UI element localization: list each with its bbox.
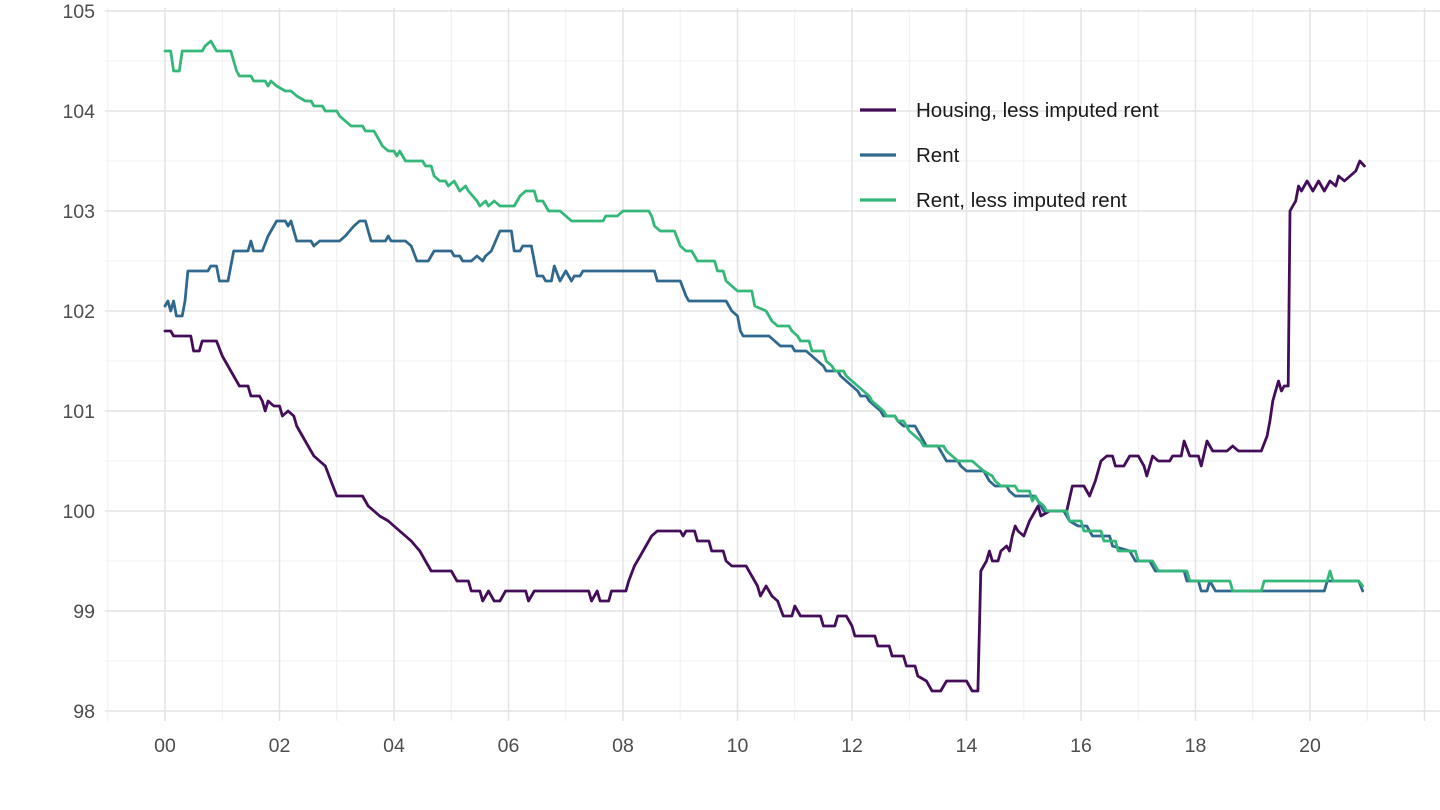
y-tick-label: 98 bbox=[73, 701, 95, 723]
major-gridlines bbox=[105, 8, 1440, 721]
series-line-rent-less-imputed-rent bbox=[163, 39, 1365, 593]
x-axis-tick-labels: 00 02 04 06 08 10 12 14 16 18 20 bbox=[154, 735, 1321, 757]
legend-item: Housing, less imputed rent bbox=[860, 99, 1159, 122]
x-tick-label: 08 bbox=[612, 735, 634, 757]
y-tick-label: 99 bbox=[73, 601, 95, 623]
y-axis-tick-labels: 98 99 100 101 102 103 104 105 bbox=[62, 1, 95, 723]
legend-item: Rent, less imputed rent bbox=[860, 189, 1127, 212]
y-tick-label: 100 bbox=[62, 501, 95, 523]
x-tick-label: 12 bbox=[841, 735, 863, 757]
x-tick-label: 16 bbox=[1070, 735, 1092, 757]
y-tick-label: 105 bbox=[62, 1, 95, 23]
x-tick-label: 18 bbox=[1185, 735, 1207, 757]
legend: Housing, less imputed rent Rent Rent, less… bbox=[860, 99, 1159, 212]
series-lines bbox=[163, 39, 1366, 693]
y-tick-label: 104 bbox=[62, 101, 95, 123]
y-tick-label: 103 bbox=[62, 201, 95, 223]
legend-label: Rent, less imputed rent bbox=[916, 189, 1127, 212]
x-tick-label: 06 bbox=[498, 735, 520, 757]
series-line-housing-less-imputed-rent bbox=[163, 159, 1366, 693]
y-tick-label: 101 bbox=[62, 401, 95, 423]
x-tick-label: 14 bbox=[956, 735, 978, 757]
minor-gridlines bbox=[105, 8, 1440, 721]
x-tick-label: 02 bbox=[269, 735, 291, 757]
series-line-rent bbox=[163, 219, 1365, 593]
x-tick-label: 20 bbox=[1299, 735, 1321, 757]
x-tick-label: 00 bbox=[154, 735, 176, 757]
x-tick-label: 10 bbox=[727, 735, 749, 757]
legend-label: Housing, less imputed rent bbox=[916, 99, 1159, 122]
legend-item: Rent bbox=[860, 144, 960, 167]
legend-label: Rent bbox=[916, 144, 960, 167]
x-tick-label: 04 bbox=[383, 735, 405, 757]
y-tick-label: 102 bbox=[62, 301, 95, 323]
